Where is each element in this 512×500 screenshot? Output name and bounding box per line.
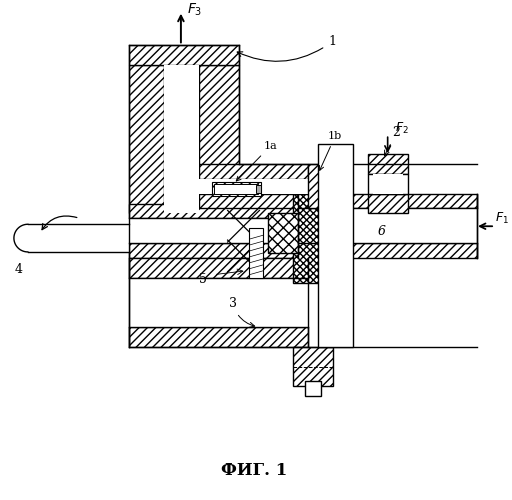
Bar <box>268 214 298 253</box>
Bar <box>318 144 353 347</box>
Bar <box>199 65 239 214</box>
Bar <box>199 164 308 179</box>
Bar <box>257 184 262 192</box>
Bar <box>199 179 308 194</box>
Bar <box>214 184 259 194</box>
Text: 5: 5 <box>199 272 207 285</box>
Bar <box>129 204 298 218</box>
Text: 1b: 1b <box>319 132 342 170</box>
Bar <box>129 65 164 214</box>
Text: $F_3$: $F_3$ <box>187 2 202 18</box>
Bar <box>212 182 262 196</box>
Text: 1a: 1a <box>236 141 277 181</box>
Bar <box>129 258 308 278</box>
Bar <box>368 154 408 174</box>
Bar <box>298 194 477 208</box>
Bar <box>129 243 298 258</box>
Text: 6: 6 <box>378 225 386 238</box>
Bar <box>199 194 308 208</box>
Bar <box>298 243 477 258</box>
Bar <box>249 228 263 278</box>
Bar <box>293 347 333 387</box>
Bar <box>129 327 308 347</box>
Text: 3: 3 <box>229 298 254 328</box>
Bar <box>368 174 408 194</box>
Text: 1: 1 <box>237 36 336 62</box>
Bar <box>293 194 338 282</box>
Bar <box>129 46 239 65</box>
Bar <box>28 224 129 252</box>
Text: $F_1$: $F_1$ <box>495 212 509 226</box>
Text: 2: 2 <box>385 126 400 156</box>
Text: $F_2$: $F_2$ <box>395 122 409 136</box>
Bar <box>129 218 298 243</box>
Bar <box>368 194 408 214</box>
Bar <box>164 65 199 214</box>
Bar <box>308 164 338 208</box>
Bar <box>305 382 321 396</box>
Bar <box>298 208 477 243</box>
Bar <box>373 174 402 194</box>
Bar <box>129 278 308 327</box>
Text: 4: 4 <box>15 262 23 276</box>
Text: ФИГ. 1: ФИГ. 1 <box>221 462 288 479</box>
